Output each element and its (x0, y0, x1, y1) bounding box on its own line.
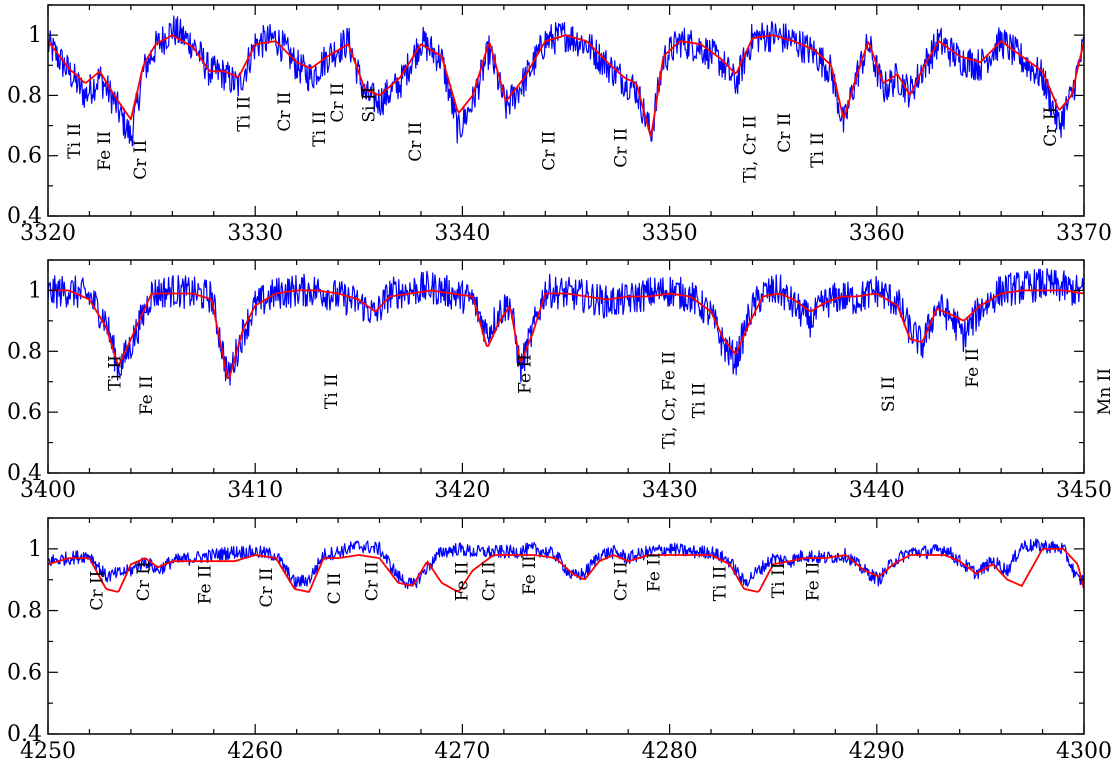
line-id-label: Cr II (1041, 107, 1061, 147)
line-id-label: Cr II (479, 561, 499, 601)
line-id-label: Ti II (690, 383, 710, 419)
line-id-label: Fe II (137, 375, 157, 415)
x-tick-label: 3360 (849, 221, 905, 246)
line-id-label: Ti II (65, 123, 85, 159)
panel-2: 3400 3410 3420 3430 3440 3450 0.4 0.6 0.8 1 Ti II F… (7, 259, 1113, 503)
plot-frame (47, 259, 1085, 474)
line-id-label: Cr II (775, 113, 795, 153)
plot-frame (47, 517, 1085, 735)
y-tick-label: 0.6 (7, 144, 42, 169)
x-tick-label: 3420 (434, 478, 490, 503)
panel-3: 4250 4260 4270 4280 4290 4300 0.4 0.6 0.8 1 Cr II C… (7, 517, 1112, 764)
line-id-label: Ti II (310, 111, 330, 147)
model-spectrum-line (48, 548, 1084, 593)
line-id-label: Fe II (452, 562, 472, 602)
x-tick-label: 4270 (434, 739, 490, 764)
y-tick-label: 1 (28, 23, 42, 48)
line-id-label: Cr II (362, 561, 382, 601)
line-id-label: Si II (359, 87, 379, 123)
line-id-label: Fe II (196, 565, 216, 605)
x-tick-label: 3340 (434, 221, 490, 246)
line-id-label: Mn II (1095, 368, 1113, 415)
line-id-label: Fe II (963, 348, 983, 388)
x-tick-label: 3450 (1056, 478, 1112, 503)
line-id-label: Ti, Cr II (741, 115, 761, 183)
y-tick-label: 0.4 (7, 722, 42, 747)
y-tick-label: 0.8 (7, 339, 42, 364)
line-id-label: Cr II (612, 128, 632, 168)
observed-spectrum-line (48, 268, 1084, 386)
x-tick-label: 3320 (20, 221, 76, 246)
y-tick-label: 1 (28, 537, 42, 562)
line-id-label: Ti II (235, 96, 255, 132)
line-id-label: Ti II (322, 373, 342, 409)
x-tick-label: 4280 (642, 739, 698, 764)
line-id-label: Ti II (769, 563, 789, 599)
line-id-label: Si II (879, 376, 899, 412)
observed-spectrum-line (48, 15, 1084, 147)
x-tick-label: 3430 (642, 478, 698, 503)
observed-spectrum-line (48, 538, 1084, 590)
x-tick-label: 3410 (227, 478, 283, 503)
plot-frame (47, 4, 1085, 217)
line-id-label: Ti, Cr, Fe II (660, 351, 680, 448)
x-tick-label: 3440 (849, 478, 905, 503)
line-id-label: Fe II (516, 354, 536, 394)
line-id-label: Fe II (645, 552, 665, 592)
line-id-label: Cr II (540, 131, 560, 171)
line-id-label: C II (325, 573, 345, 605)
line-id-label: Ti II (711, 566, 731, 602)
line-id-label: Cr II (328, 83, 348, 123)
y-tick-label: 0.4 (7, 461, 42, 486)
x-tick-label: 3370 (1056, 221, 1112, 246)
y-tick-label: 0.6 (7, 400, 42, 425)
y-tick-label: 0.8 (7, 599, 42, 624)
model-spectrum-line (48, 289, 1084, 380)
x-tick-label: 3350 (642, 221, 698, 246)
x-tick-label: 3330 (227, 221, 283, 246)
line-id-label: Cr II (257, 568, 277, 608)
x-tick-label: 4260 (227, 739, 283, 764)
line-id-label: Cr II (406, 122, 426, 162)
line-id-label: Cr II (88, 571, 108, 611)
y-tick-label: 0.4 (7, 204, 42, 229)
line-id-label: Fe II (804, 562, 824, 602)
x-tick-label: 4250 (20, 739, 76, 764)
panel-1: 3320 3330 3340 3350 3360 3370 0.4 0.6 0.8 1 Ti II F… (7, 4, 1112, 246)
line-id-label: Fe II (95, 131, 115, 171)
y-tick-label: 0.8 (7, 83, 42, 108)
y-tick-label: 1 (28, 278, 42, 303)
line-id-label: Cr II (612, 561, 632, 601)
line-id-label: Ti II (808, 132, 828, 168)
y-tick-label: 0.6 (7, 660, 42, 685)
line-id-label: Fe II (520, 555, 540, 595)
line-id-label: Cr II (131, 140, 151, 180)
line-id-label: Cr II (134, 561, 154, 601)
line-id-label: Cr II (275, 92, 295, 132)
x-tick-label: 4290 (849, 739, 905, 764)
model-spectrum-line (48, 34, 1084, 138)
x-tick-label: 3400 (20, 478, 76, 503)
x-tick-label: 4300 (1056, 739, 1112, 764)
line-id-label: Ti II (106, 355, 126, 391)
